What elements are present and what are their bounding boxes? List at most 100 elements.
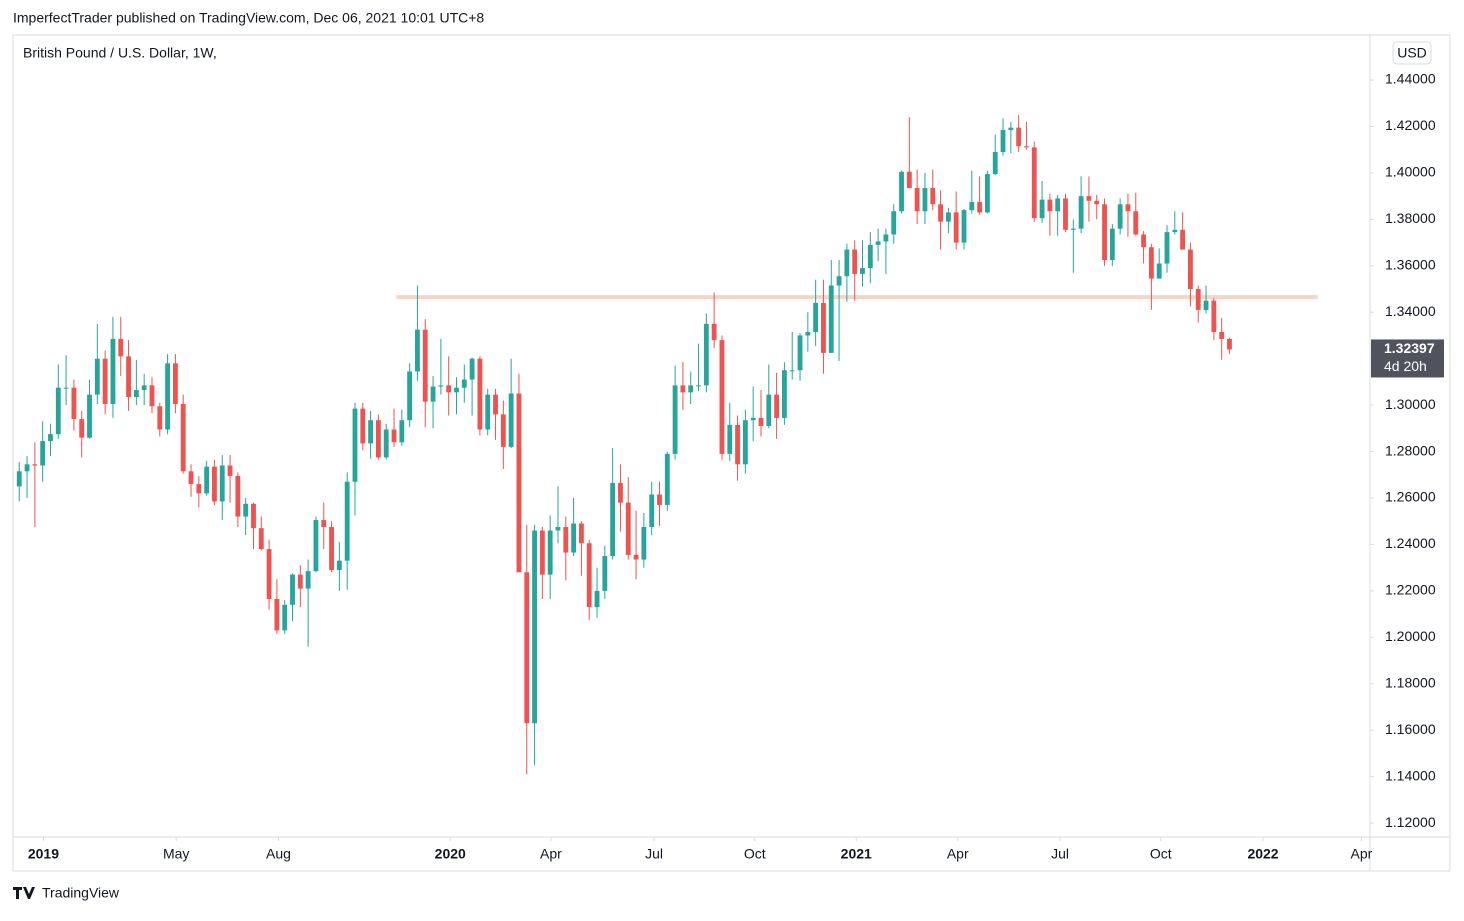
candle-body (274, 599, 280, 631)
candle-body (1211, 300, 1217, 332)
candle-body (1078, 196, 1084, 229)
x-tick-label: Apr (1351, 846, 1373, 862)
candle-body (1133, 211, 1139, 235)
candle-body (1039, 199, 1045, 219)
candle-body (266, 549, 272, 600)
y-tick-label: 1.20000 (1385, 628, 1436, 644)
candle-body (1125, 204, 1131, 212)
candle-body (258, 528, 264, 550)
candle-body (633, 554, 639, 560)
candle-body (571, 523, 577, 553)
candle-body (1024, 146, 1029, 148)
x-tick-label: 2022 (1247, 846, 1278, 862)
candle-body (860, 268, 865, 274)
candle-body (204, 466, 210, 494)
candle-body (1000, 129, 1006, 153)
x-tick-label: Apr (540, 846, 562, 862)
candle-body (1156, 263, 1162, 279)
candle-body (71, 387, 77, 420)
y-tick-label: 1.36000 (1385, 257, 1436, 273)
y-tick-label: 1.18000 (1385, 674, 1436, 690)
candle-body (711, 323, 717, 341)
candle-body (1148, 247, 1154, 279)
candle-body (360, 408, 366, 444)
candle-body (914, 188, 920, 212)
candle-body (149, 385, 155, 407)
candle-body (94, 358, 100, 395)
candle-body (282, 604, 288, 631)
candle-body (657, 494, 662, 505)
candle-body (844, 249, 850, 277)
last-price-label: 1.32397 (1384, 340, 1435, 356)
candle-body (55, 387, 61, 435)
x-tick-label: May (163, 846, 189, 862)
candle-body (1063, 198, 1068, 230)
candle-body (329, 527, 334, 570)
candle-body (422, 329, 428, 402)
currency-button[interactable] (1392, 41, 1432, 65)
candle-body (1008, 127, 1014, 130)
candle-body (727, 424, 733, 454)
candle-body (227, 465, 233, 476)
y-tick-label: 1.42000 (1385, 117, 1436, 133)
candle-body (165, 363, 171, 430)
x-tick-label: 2020 (435, 846, 466, 862)
candle-body (688, 385, 694, 393)
candle-body (750, 417, 756, 421)
currency-label[interactable]: USD (1397, 45, 1427, 61)
candle-body (415, 329, 420, 372)
candle-body (79, 419, 85, 438)
candle-body (766, 394, 772, 427)
y-tick-label: 1.26000 (1385, 489, 1436, 505)
candle-body (1086, 196, 1092, 201)
candle-body (461, 379, 467, 388)
candle-body (1180, 229, 1186, 250)
candle-body (703, 323, 709, 386)
candle-body (477, 358, 483, 430)
candle-body (532, 530, 537, 724)
candle-body (375, 420, 381, 458)
candle-body (126, 356, 131, 397)
candle-body (1094, 200, 1100, 205)
candle-body (24, 464, 30, 472)
last-price-badge (1371, 339, 1444, 378)
x-tick-label: 2019 (28, 846, 59, 862)
candle-body (742, 420, 748, 465)
candle-body (930, 188, 936, 205)
candle-body (438, 385, 444, 387)
candle-body (508, 393, 514, 447)
candle-body (141, 385, 147, 391)
candle-body (102, 358, 108, 404)
candle-body (32, 464, 38, 466)
candle-body (1047, 199, 1053, 212)
candle-body (805, 331, 811, 336)
candle-body (219, 465, 225, 502)
candle-body (16, 471, 22, 487)
candle-body (945, 212, 951, 222)
y-tick-label: 1.14000 (1385, 767, 1436, 783)
x-tick-label: Apr (947, 846, 969, 862)
y-tick-label: 1.38000 (1385, 210, 1436, 226)
candle-body (469, 358, 475, 380)
candle-body (555, 527, 561, 531)
candle-body (1187, 249, 1193, 290)
candle-body (781, 370, 787, 418)
candle-body (1141, 234, 1146, 248)
candle-body (758, 417, 764, 427)
candle-body (40, 441, 46, 466)
candle-body (836, 276, 842, 286)
candle-body (539, 530, 545, 575)
candle-body (454, 387, 459, 393)
candle-body (446, 385, 452, 393)
candle-body (547, 530, 553, 575)
candle-body (188, 471, 194, 485)
candle-body (524, 572, 530, 724)
candle-body (899, 171, 904, 212)
candle-body (48, 434, 53, 442)
candle-body (212, 466, 217, 502)
y-tick-label: 1.28000 (1385, 442, 1436, 458)
candle-body (485, 394, 491, 430)
candle-body (672, 385, 678, 454)
candle-body (430, 386, 436, 402)
